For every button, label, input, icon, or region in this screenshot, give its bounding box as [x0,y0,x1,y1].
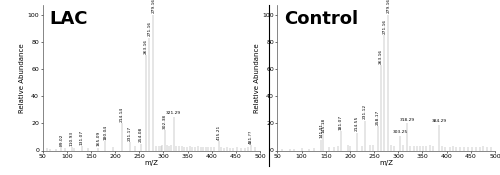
Text: 321.29: 321.29 [166,111,181,115]
Text: 141.01: 141.01 [320,123,324,138]
Text: 271.16: 271.16 [382,19,386,34]
Text: 180.04: 180.04 [104,125,108,140]
Text: 263.16: 263.16 [378,48,382,64]
Text: 384.29: 384.29 [432,119,446,123]
Text: 231.12: 231.12 [363,104,367,119]
X-axis label: m/Z: m/Z [379,160,393,166]
Text: Control: Control [284,10,358,28]
Text: LAC: LAC [49,10,88,28]
Text: 263.16: 263.16 [144,39,148,54]
Text: 181.07: 181.07 [339,115,343,130]
Text: 110.93: 110.93 [70,131,74,146]
Text: 415.21: 415.21 [217,124,221,140]
Text: 279.16: 279.16 [152,0,156,13]
Y-axis label: Relative Abundance: Relative Abundance [254,43,260,113]
Text: 214.14: 214.14 [120,107,124,122]
Text: 89.02: 89.02 [60,133,64,146]
Text: 254.08: 254.08 [139,127,143,142]
Text: 145.18: 145.18 [322,118,326,133]
Text: 271.16: 271.16 [148,21,152,36]
Text: 165.09: 165.09 [96,131,100,146]
X-axis label: m/Z: m/Z [144,160,158,166]
Text: 302.38: 302.38 [162,114,166,129]
Text: 481.??: 481.?? [249,129,253,144]
Text: 279.16: 279.16 [386,0,390,13]
Y-axis label: Relative Abundance: Relative Abundance [18,43,24,113]
Text: 214.55: 214.55 [355,116,359,131]
Text: 318.29: 318.29 [400,118,414,122]
Text: 231.17: 231.17 [128,126,132,141]
Text: 131.07: 131.07 [80,130,84,145]
Text: 258.17: 258.17 [376,109,380,125]
Text: 303.25: 303.25 [392,130,407,134]
